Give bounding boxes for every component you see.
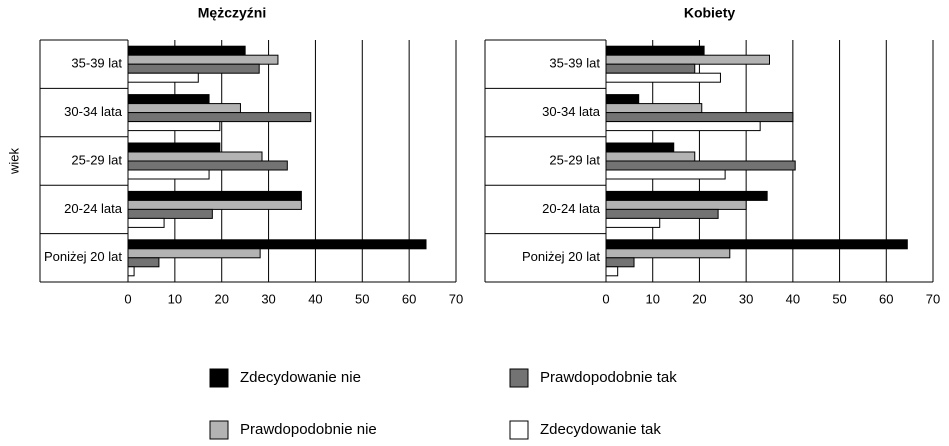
y-axis-label: wiek	[6, 148, 21, 176]
x-tick-label: 30	[739, 291, 753, 306]
x-tick-label: 40	[786, 291, 800, 306]
bar	[605, 257, 635, 268]
bar	[605, 54, 770, 65]
legend-label: Zdecydowanie nie	[240, 369, 361, 386]
bar	[605, 112, 794, 123]
chart-title: Kobiety	[684, 5, 736, 21]
bar	[605, 208, 719, 219]
bar	[605, 248, 731, 259]
x-tick-label: 70	[926, 291, 940, 306]
bar	[127, 151, 263, 162]
bar	[127, 94, 210, 105]
legend-swatch	[209, 368, 229, 388]
x-tick-label: 60	[879, 291, 893, 306]
bar	[127, 169, 210, 180]
bar	[605, 169, 726, 180]
bar	[127, 103, 241, 114]
bar	[127, 121, 221, 132]
bar	[127, 142, 221, 153]
y-tick-label: 30-34 lata	[64, 104, 123, 119]
bar	[605, 199, 747, 210]
y-tick-label: 35-39 lat	[549, 56, 600, 71]
legend-swatch	[509, 368, 529, 388]
bar	[127, 239, 427, 250]
x-tick-label: 0	[602, 291, 609, 306]
bar	[127, 63, 260, 74]
bar	[605, 142, 675, 153]
bar	[605, 45, 705, 56]
x-tick-label: 0	[124, 291, 131, 306]
x-tick-label: 70	[449, 291, 463, 306]
y-tick-label: Poniżej 20 lat	[522, 249, 600, 264]
x-tick-label: 20	[214, 291, 228, 306]
bar	[605, 72, 721, 83]
bar	[127, 266, 135, 277]
y-tick-label: 25-29 lat	[549, 152, 600, 167]
bar	[127, 112, 312, 123]
bar	[605, 266, 619, 277]
x-tick-label: 30	[261, 291, 275, 306]
x-tick-label: 10	[645, 291, 659, 306]
bar	[605, 63, 696, 74]
legend-swatch	[209, 420, 229, 440]
bar	[127, 160, 288, 171]
bar	[605, 239, 908, 250]
bar	[127, 45, 246, 56]
chart-title: Mężczyźni	[198, 5, 266, 21]
bar	[127, 257, 160, 268]
bar	[127, 190, 302, 201]
y-tick-label: Poniżej 20 lat	[44, 249, 122, 264]
y-tick-label: 20-24 lata	[542, 201, 601, 216]
bar	[127, 208, 213, 219]
y-tick-label: 25-29 lat	[71, 152, 122, 167]
bar	[605, 190, 768, 201]
legend-label: Prawdopodobnie nie	[240, 421, 377, 438]
bar	[605, 151, 696, 162]
legend-swatch	[509, 420, 529, 440]
x-tick-label: 50	[832, 291, 846, 306]
bar	[127, 248, 261, 259]
bar	[605, 94, 640, 105]
x-tick-label: 40	[308, 291, 322, 306]
bar	[127, 217, 165, 228]
bar	[127, 72, 199, 83]
bar	[605, 121, 761, 132]
legend-label: Zdecydowanie tak	[540, 421, 661, 438]
bar	[605, 160, 796, 171]
x-tick-label: 20	[692, 291, 706, 306]
bar	[605, 103, 703, 114]
x-tick-label: 60	[402, 291, 416, 306]
y-tick-label: 35-39 lat	[71, 56, 122, 71]
x-tick-label: 10	[168, 291, 182, 306]
bar	[127, 54, 279, 65]
x-tick-label: 50	[355, 291, 369, 306]
y-tick-label: 30-34 lata	[542, 104, 601, 119]
legend-label: Prawdopodobnie tak	[540, 369, 677, 386]
bar	[605, 217, 661, 228]
bar	[127, 199, 302, 210]
y-tick-label: 20-24 lata	[64, 201, 123, 216]
